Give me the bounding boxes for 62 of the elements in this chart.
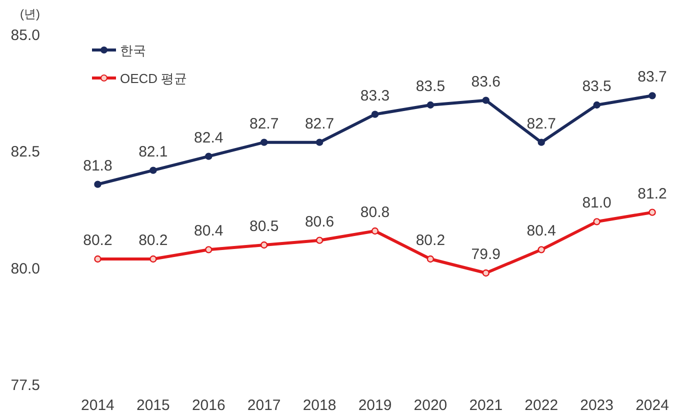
y-tick-label: 85.0 — [10, 27, 40, 44]
point — [593, 218, 600, 226]
point — [371, 227, 379, 235]
point — [426, 101, 434, 109]
point — [648, 92, 656, 100]
x-tick-label: 2021 — [469, 397, 503, 414]
point — [648, 208, 656, 216]
data-label: 80.2 — [83, 232, 112, 249]
y-axis-title: (년) — [20, 7, 40, 21]
x-tick-label: 2019 — [358, 397, 392, 414]
point — [260, 138, 268, 146]
point — [150, 255, 157, 263]
data-label: 82.7 — [526, 115, 556, 132]
x-tick-label: 2023 — [580, 397, 614, 414]
data-label: 83.5 — [582, 78, 612, 95]
point — [205, 152, 212, 160]
data-label: 81.2 — [638, 185, 667, 202]
x-tick-label: 2022 — [524, 397, 558, 414]
legend-label: 한국 — [120, 43, 146, 58]
x-tick-label: 2018 — [302, 397, 336, 414]
y-tick-label: 82.5 — [10, 144, 40, 161]
point — [482, 269, 490, 277]
data-label: 80.5 — [249, 218, 279, 235]
data-label: 83.6 — [471, 73, 501, 90]
point — [538, 246, 545, 254]
point — [316, 138, 324, 146]
point — [94, 180, 102, 188]
point — [94, 255, 102, 263]
y-tick-label: 77.5 — [10, 377, 40, 394]
legend-label: OECD 평균 — [120, 71, 188, 86]
data-label: 83.5 — [416, 78, 446, 95]
x-tick-label: 2014 — [81, 397, 114, 414]
data-label: 82.7 — [304, 115, 334, 132]
point — [316, 236, 324, 244]
data-label: 82.4 — [194, 129, 224, 146]
x-tick-label: 2015 — [136, 397, 170, 414]
data-label: 81.0 — [582, 194, 612, 212]
data-label: 81.8 — [83, 157, 112, 174]
data-label: 82.7 — [249, 115, 279, 132]
data-label: 80.2 — [138, 232, 168, 249]
point — [260, 241, 268, 249]
data-label: 82.1 — [138, 143, 168, 160]
data-label: 80.2 — [416, 232, 446, 249]
x-tick-label: 2017 — [247, 397, 281, 414]
point — [482, 96, 490, 104]
x-tick-label: 2020 — [414, 397, 448, 414]
data-label: 80.4 — [526, 222, 556, 240]
point — [150, 166, 157, 174]
point — [426, 255, 434, 263]
y-tick-label: 80.0 — [10, 260, 40, 278]
point — [205, 246, 212, 254]
data-label: 79.9 — [471, 246, 501, 263]
data-label: 83.3 — [360, 87, 390, 104]
data-label: 80.8 — [360, 204, 390, 221]
point — [538, 138, 545, 146]
x-tick-label: 2016 — [192, 397, 226, 414]
point — [371, 110, 379, 118]
data-label: 80.6 — [304, 213, 334, 230]
point — [593, 101, 600, 109]
data-label: 83.7 — [638, 68, 667, 86]
data-label: 80.4 — [194, 222, 224, 240]
x-tick-label: 2024 — [636, 397, 669, 414]
